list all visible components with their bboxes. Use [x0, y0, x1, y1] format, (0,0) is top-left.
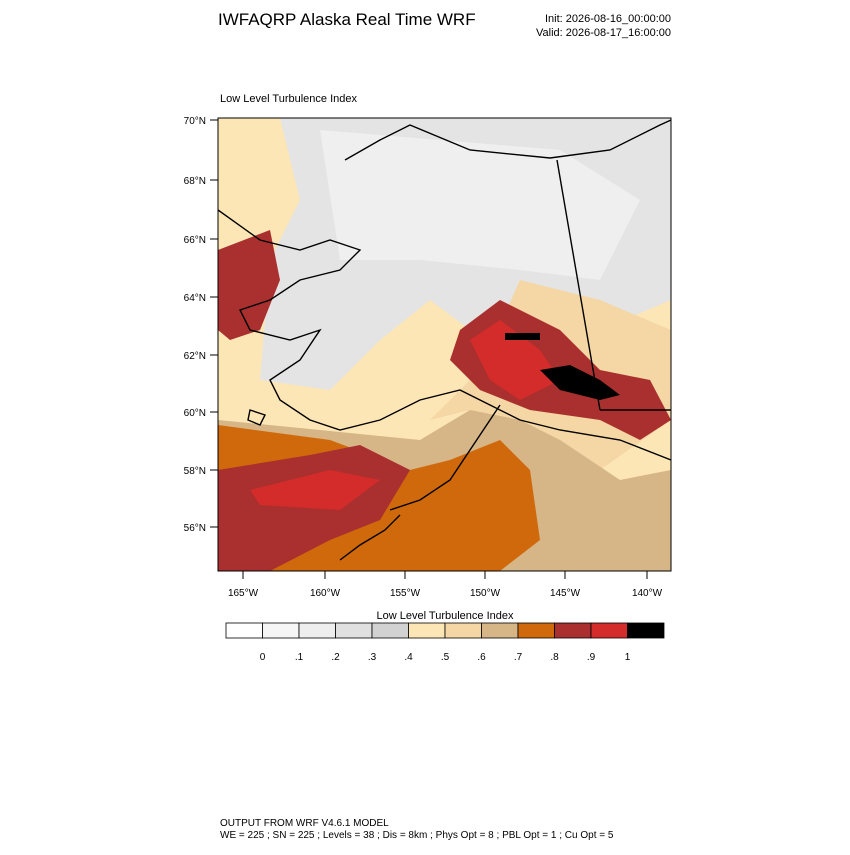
colorbar-box	[554, 622, 592, 639]
header-title: IWFAQRP Alaska Real Time WRF	[218, 10, 476, 29]
colorbar-box	[481, 622, 519, 639]
lon-label: 155°W	[390, 588, 421, 599]
colorbar-tick-label: .1	[295, 652, 304, 663]
lon-label: 150°W	[470, 588, 501, 599]
map-frame	[217, 117, 672, 572]
colorbar-tick-label: 0	[260, 652, 266, 663]
colorbar-tick-label: .2	[331, 652, 340, 663]
map-field	[218, 118, 671, 571]
map-title: Low Level Turbulence Index	[220, 93, 357, 105]
footer-line: OUTPUT FROM WRF V4.6.1 MODEL	[220, 818, 389, 829]
colorbar-tick-label: .4	[404, 652, 413, 663]
init-time: Init: 2026-08-16_00:00:00	[545, 13, 671, 25]
colorbar-box	[335, 622, 373, 639]
colorbar-box	[371, 622, 409, 639]
lon-label: 160°W	[310, 588, 341, 599]
colorbar-box	[408, 622, 446, 639]
colorbar-tick-label: .5	[441, 652, 450, 663]
colorbar-tick-label: .7	[514, 652, 523, 663]
colorbar-tick-label: .9	[587, 652, 596, 663]
colorbar-tick-label: .6	[477, 652, 486, 663]
footer-line: WE = 225 ; SN = 225 ; Levels = 38 ; Dis …	[220, 830, 614, 841]
colorbar-box	[444, 622, 482, 639]
colorbar-tick-label: .8	[550, 652, 559, 663]
lat-label: 64°N	[184, 293, 206, 304]
valid-time: Valid: 2026-08-17_16:00:00	[536, 27, 671, 39]
colorbar-box	[590, 622, 628, 639]
lon-label: 145°W	[550, 588, 581, 599]
lat-label: 68°N	[184, 176, 206, 187]
lon-label: 165°W	[228, 588, 259, 599]
colorbar-box	[262, 622, 300, 639]
lat-label: 58°N	[184, 466, 206, 477]
lat-label: 62°N	[184, 351, 206, 362]
colorbar-title: Low Level Turbulence Index	[377, 610, 514, 622]
colorbar-box	[298, 622, 336, 639]
colorbar-tick-label: 1	[625, 652, 631, 663]
lat-label: 60°N	[184, 408, 206, 419]
colorbar-box	[225, 622, 263, 639]
colorbar-box	[517, 622, 555, 639]
colorbar-box	[627, 622, 665, 639]
colorbar-tick-label: .3	[368, 652, 377, 663]
lat-label: 70°N	[184, 116, 206, 127]
lon-label: 140°W	[632, 588, 663, 599]
lat-label: 66°N	[184, 235, 206, 246]
lat-label: 56°N	[184, 523, 206, 534]
